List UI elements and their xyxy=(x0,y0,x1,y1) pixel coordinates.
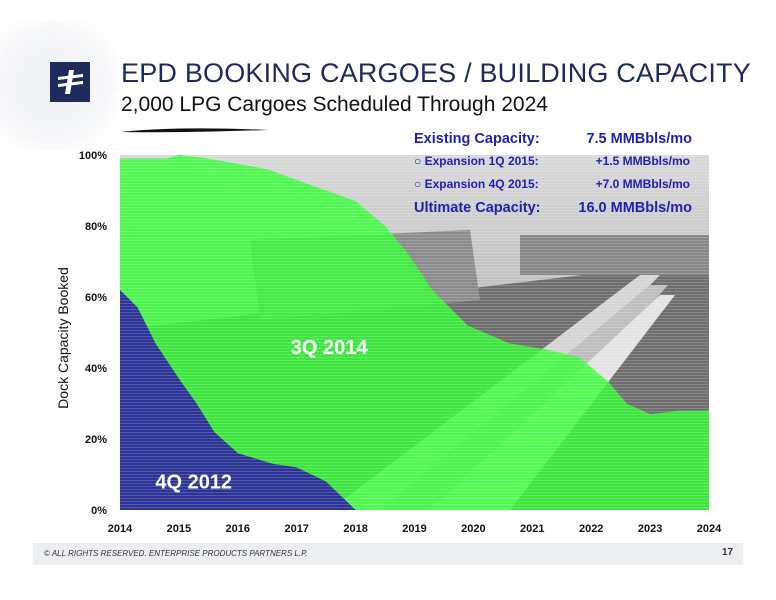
x-tick-label: 2024 xyxy=(697,523,722,535)
x-tick-label: 2019 xyxy=(402,523,426,535)
x-tick-label: 2015 xyxy=(167,523,191,535)
page-subtitle: 2,000 LPG Cargoes Scheduled Through 2024 xyxy=(121,93,548,116)
page-number: 17 xyxy=(722,547,734,558)
x-tick-label: 2018 xyxy=(343,523,367,535)
capacity-summary-box: Existing Capacity: 7.5 MMBbls/mo ○ Expansi… xyxy=(414,128,704,220)
copyright-text: © ALL RIGHTS RESERVED. ENTERPRISE PRODUC… xyxy=(44,549,308,558)
x-tick-label: 2017 xyxy=(284,523,308,535)
axes-layer: 2014 2015 2016 2017 2018 2019 2020 2021 2022 2023… xyxy=(79,150,722,535)
company-logo xyxy=(50,62,90,102)
capacity-label: Ultimate Capacity: xyxy=(414,200,541,216)
y-tick-label: 80% xyxy=(85,221,107,233)
capacity-row: Ultimate Capacity: 16.0 MMBbls/mo xyxy=(414,197,704,220)
capacity-row: ○ Expansion 4Q 2015: +7.0 MMBbls/mo xyxy=(414,174,704,197)
capacity-value: +1.5 MMBbls/mo xyxy=(595,154,690,168)
y-tick-label: 100% xyxy=(79,150,107,162)
capacity-row: ○ Expansion 1Q 2015: +1.5 MMBbls/mo xyxy=(414,151,704,174)
capacity-label: Existing Capacity: xyxy=(414,131,540,147)
x-tick-label: 2023 xyxy=(638,523,662,535)
capacity-value: 7.5 MMBbls/mo xyxy=(586,131,692,147)
y-tick-label: 40% xyxy=(85,363,107,375)
x-tick-label: 2022 xyxy=(579,523,603,535)
capacity-value: +7.0 MMBbls/mo xyxy=(595,177,690,191)
y-tick-label: 60% xyxy=(85,292,107,304)
y-tick-label: 20% xyxy=(85,434,107,446)
y-axis-label: Dock Capacity Booked xyxy=(55,267,71,409)
y-tick-label: 0% xyxy=(91,505,107,517)
halftone-overlay xyxy=(120,155,709,510)
x-tick-label: 2020 xyxy=(461,523,485,535)
capacity-label: ○ Expansion 1Q 2015: xyxy=(414,154,539,168)
x-tick-label: 2014 xyxy=(108,523,133,535)
capacity-label: ○ Expansion 4Q 2015: xyxy=(414,177,539,191)
x-tick-label: 2021 xyxy=(520,523,544,535)
page-title: EPD BOOKING CARGOES / BUILDING CAPACITY xyxy=(121,58,751,88)
x-tick-label: 2016 xyxy=(226,523,250,535)
title-underline-swoosh xyxy=(120,128,268,133)
capacity-value: 16.0 MMBbls/mo xyxy=(578,200,692,216)
capacity-row: Existing Capacity: 7.5 MMBbls/mo xyxy=(414,128,704,151)
footer-bar xyxy=(33,543,743,565)
